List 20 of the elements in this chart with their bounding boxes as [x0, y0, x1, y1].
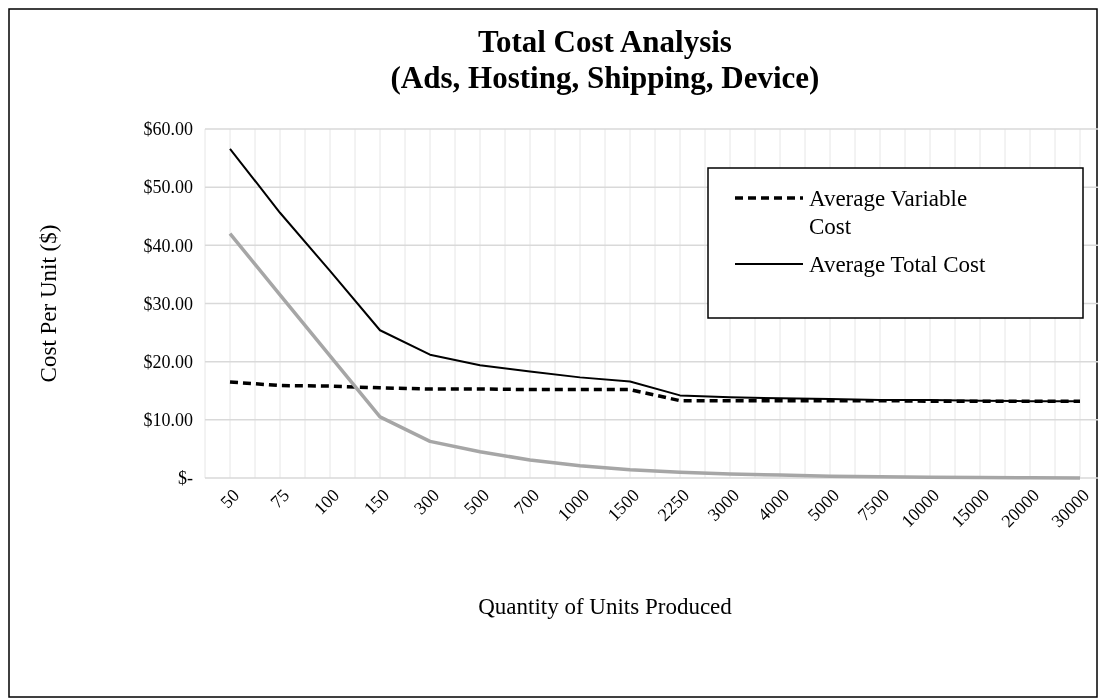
y-tick-label: $40.00 [143, 235, 193, 256]
x-tick-label: 300 [410, 485, 444, 519]
x-tick-label: 150 [360, 485, 394, 519]
x-tick-label: 700 [510, 485, 544, 519]
y-tick-label: $20.00 [143, 351, 193, 372]
y-tick-label: $10.00 [143, 410, 193, 431]
y-tick-label: $60.00 [143, 119, 193, 140]
x-tick-label: 75 [266, 485, 294, 513]
x-tick-label: 500 [460, 485, 494, 519]
x-tick-label: 50 [216, 485, 244, 513]
legend-label: Average Variable Cost [809, 186, 968, 239]
y-tick-label: $- [178, 468, 193, 489]
y-tick-label: $30.00 [143, 293, 193, 314]
chart-title: Total Cost Analysis (Ads, Hosting, Shipping, Device) [390, 24, 820, 95]
x-tick-label: 4000 [753, 485, 794, 525]
x-axis-title: Quantity of Units Produced [478, 594, 733, 619]
x-tick-label: 100 [310, 485, 344, 519]
y-tick-label: $50.00 [143, 177, 193, 198]
y-axis-title: Cost Per Unit ($) [36, 224, 61, 383]
legend-label: Average Total Cost [809, 252, 986, 278]
